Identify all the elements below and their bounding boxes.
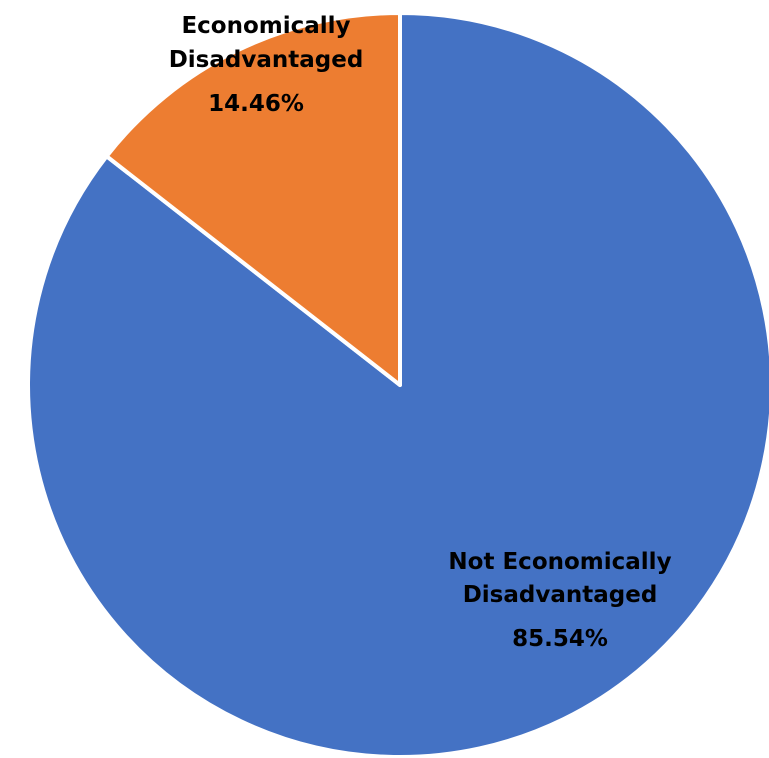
slice-label-line-2: Disadvantaged xyxy=(463,582,658,608)
slice-value-label: 85.54% xyxy=(512,626,608,652)
slice-label-line-2: Disadvantaged xyxy=(169,47,364,73)
pie-slices xyxy=(26,11,769,758)
slice-label-line-1: Not Economically xyxy=(448,549,671,575)
data-label-economically-disadvantaged: Economically Disadvantaged 14.46% xyxy=(169,13,364,117)
data-label-not-economically-disadvantaged: Not Economically Disadvantaged 85.54% xyxy=(448,549,671,652)
slice-value-label: 14.46% xyxy=(208,91,304,117)
slice-label-line-1: Economically xyxy=(181,13,350,39)
pie-slice-economically-disadvantaged xyxy=(104,11,402,387)
